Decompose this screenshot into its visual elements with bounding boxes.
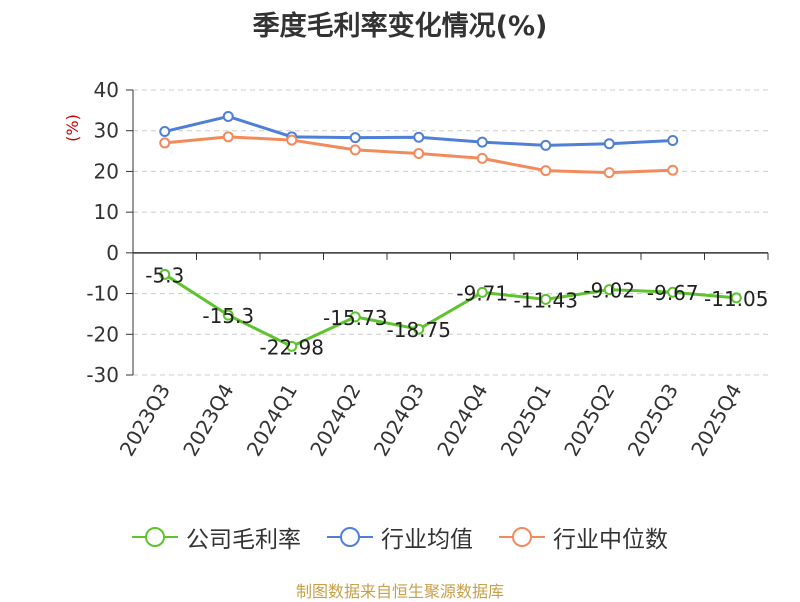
chart-title: 季度毛利率变化情况(%): [252, 11, 548, 42]
legend-label-company: 公司毛利率: [186, 527, 301, 553]
data-point: [222, 110, 234, 122]
data-point: [349, 144, 361, 156]
legend-marker-industry-median: [499, 527, 545, 547]
y-tick-label: 0: [106, 241, 119, 265]
data-point: [413, 131, 425, 143]
data-point: [603, 167, 615, 179]
y-tick-label: -20: [86, 322, 119, 346]
x-tick-label: 2025Q1: [496, 380, 556, 461]
x-tick-label: 2023Q3: [115, 380, 175, 461]
x-tick-label: 2025Q3: [623, 380, 683, 461]
source-note: 制图数据来自恒生聚源数据库: [295, 582, 504, 601]
data-point: [540, 293, 552, 305]
data-label: -11.43: [514, 288, 578, 312]
data-point: [603, 284, 615, 296]
data-point: [476, 152, 488, 164]
data-point: [413, 323, 425, 335]
y-tick-label: 40: [94, 78, 119, 102]
data-labels: -5.3-15.3-22.98-15.73-18.75-9.71 -11.43 -9…: [145, 263, 768, 359]
legend-label-industry-mean: 行业均值: [381, 527, 473, 553]
data-point: [159, 268, 171, 280]
legend: 公司毛利率 行业均值 行业中位数: [0, 519, 800, 555]
series-line: [163, 273, 737, 348]
data-point: [476, 136, 488, 148]
data-label: -9.67: [647, 281, 699, 305]
grid-lines: [133, 89, 768, 376]
data-point: [222, 309, 234, 321]
y-axis-label: (%): [63, 114, 82, 142]
legend-item-company[interactable]: 公司毛利率: [132, 520, 301, 554]
data-label: -18.75: [387, 318, 451, 342]
data-point: [540, 165, 552, 177]
data-point: [667, 164, 679, 176]
x-tick-label: 2023Q4: [178, 380, 238, 461]
x-tick-label: 2025Q4: [686, 380, 746, 461]
y-tick-label: 10: [94, 200, 119, 224]
data-label: -9.71: [456, 281, 508, 305]
data-point: [159, 137, 171, 149]
legend-item-industry-median[interactable]: 行业中位数: [499, 520, 668, 554]
x-tick-label: 2024Q1: [242, 380, 302, 461]
legend-marker-company: [132, 527, 178, 547]
data-label: -9.02: [583, 279, 635, 303]
data-point: [476, 286, 488, 298]
data-label: -5.3: [145, 263, 184, 287]
data-point: [286, 340, 298, 352]
y-tick-label: -10: [86, 282, 119, 306]
data-point: [222, 131, 234, 143]
x-tick-label: 2025Q2: [559, 380, 619, 461]
x-tick-label: 2024Q3: [369, 380, 429, 461]
data-point: [286, 134, 298, 146]
legend-label-industry-median: 行业中位数: [553, 527, 668, 553]
data-point: [730, 292, 742, 304]
data-point: [540, 139, 552, 151]
legend-item-industry-mean[interactable]: 行业均值: [327, 520, 473, 554]
data-point: [349, 132, 361, 144]
data-label: -15.73: [323, 306, 387, 330]
data-point: [349, 311, 361, 323]
data-point: [603, 138, 615, 150]
data-point: [667, 286, 679, 298]
data-point: [413, 148, 425, 160]
legend-marker-industry-mean: [327, 527, 373, 547]
series-lines: [159, 110, 742, 352]
data-label: -22.98: [260, 335, 324, 359]
x-tick-label: 2024Q4: [432, 380, 492, 461]
data-point: [667, 134, 679, 146]
y-tick-label: 30: [94, 119, 119, 143]
data-label: -11.05: [704, 287, 768, 311]
x-tick-label: 2024Q2: [305, 380, 365, 461]
y-tick-label: 20: [94, 159, 119, 183]
data-label: -15.3: [202, 304, 254, 328]
y-tick-label: -30: [86, 363, 119, 387]
data-point: [159, 126, 171, 138]
